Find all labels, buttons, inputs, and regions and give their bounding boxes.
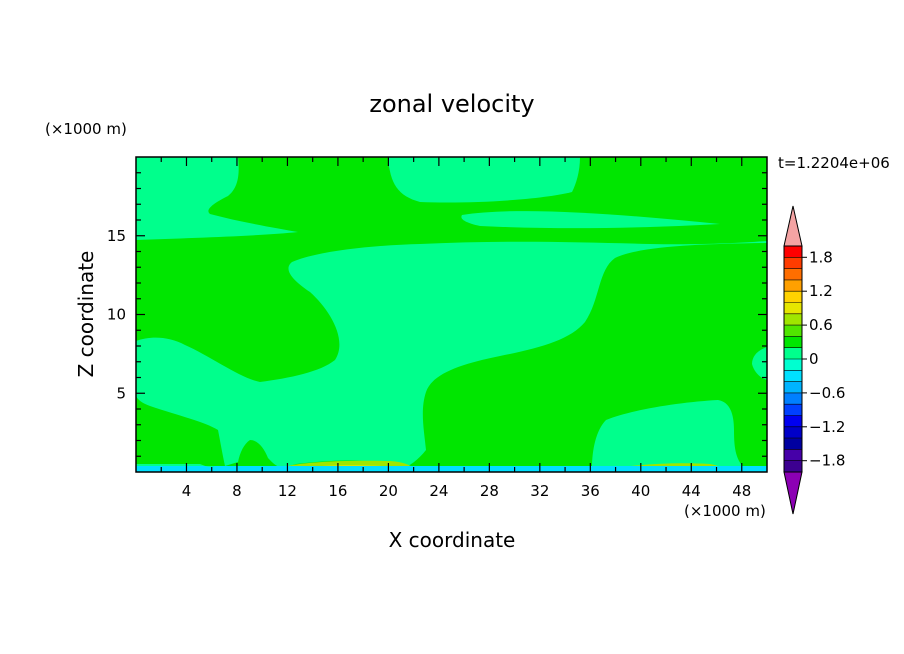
x-tick-label: 48 [732,482,751,500]
colorbar-swatch [784,370,802,382]
chart-title: zonal velocity [369,90,534,118]
colorbar-tick-label: 0.6 [809,316,833,334]
colorbar-swatch [784,449,802,461]
x-tick-label: 20 [379,482,398,500]
colorbar-swatch [784,313,802,326]
x-tick-label: 32 [530,482,549,500]
colorbar-swatch [784,336,802,348]
contour-region-central [136,241,767,470]
colorbar-swatch [784,426,802,439]
colorbar-swatch [784,268,802,280]
contour-field [136,157,767,472]
y-unit-label: (×1000 m) [45,120,127,138]
colorbar-swatch [784,279,802,292]
colorbar-swatch [784,359,802,371]
colorbar-tick-label: 0 [809,350,819,368]
colorbar-tick-label: −1.2 [809,418,845,436]
colorbar-tick-label: −1.8 [809,452,845,470]
x-unit-label: (×1000 m) [684,502,766,520]
time-label: t=1.2204e+06 [778,154,890,172]
x-tick-label: 12 [278,482,297,500]
colorbar-swatch [784,246,802,258]
x-tick-label: 40 [631,482,650,500]
x-tick-label: 36 [581,482,600,500]
x-tick-label: 28 [480,482,499,500]
y-axis-label: Z coordinate [74,251,98,378]
colorbar-swatch [784,291,802,303]
colorbar-under-triangle [783,471,803,515]
contour-region-bottom-cyan-dip [136,464,215,467]
x-tick-label: 24 [429,482,448,500]
colorbar-over-triangle [783,205,803,247]
contour-region-top-left [136,157,298,240]
colorbar-swatch [784,381,802,393]
colorbar-swatch [784,438,802,450]
y-tick-label: 10 [107,306,126,324]
colorbar-swatch [784,302,802,314]
colorbar-swatch [784,392,802,405]
colorbar-swatch [784,325,802,337]
x-axis-label: X coordinate [389,528,516,552]
colorbar-swatch [784,347,802,359]
colorbar-swatch [784,257,802,269]
colorbar-swatch [784,460,802,472]
contour-region-bottom-right [592,400,746,470]
contour-region-streak [461,211,720,229]
x-tick-label: 4 [182,482,192,500]
colorbar-swatch [784,404,802,416]
colorbar-tick-label: 1.8 [809,248,833,266]
x-tick-label: 16 [328,482,347,500]
contour-region-top-middle [388,157,580,203]
colorbar-tick-label: −0.6 [809,384,845,402]
contour-region-bottom-cyan [136,466,767,472]
y-tick-label: 15 [107,227,126,245]
y-tick-label: 5 [116,384,126,402]
colorbar-swatch [784,415,802,427]
colorbar-tick-label: 1.2 [809,282,833,300]
x-tick-label: 8 [232,482,242,500]
contour-region-right-edge [752,347,767,380]
x-tick-label: 44 [682,482,701,500]
colorbar: 1.8 1.2 0.6 0 −0.6 −1.2 −1.8 [783,205,845,515]
